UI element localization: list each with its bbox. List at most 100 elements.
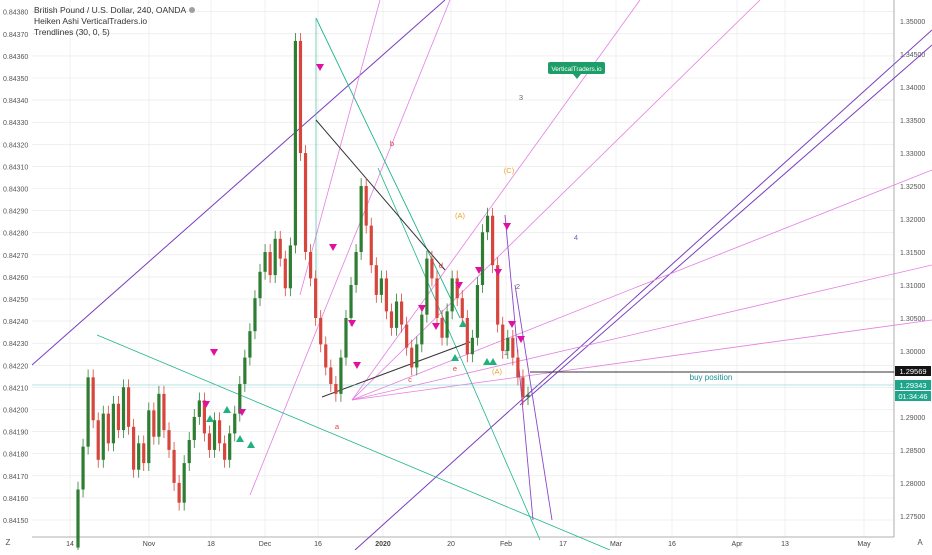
- trendline-upper: [31, 0, 446, 366]
- left-axis-tick: 0.84150: [3, 518, 28, 525]
- left-axis-tick: 0.84380: [3, 10, 28, 17]
- candle-body: [187, 440, 191, 464]
- candle-body: [379, 278, 383, 295]
- candle-body: [319, 317, 323, 345]
- left-price-axis[interactable]: 0.84150 0.84160 0.84170 0.84180 0.84190 0.842…: [3, 10, 28, 525]
- sell-signal-icon: [353, 362, 361, 369]
- candle-body: [389, 311, 394, 328]
- current-price-tag-bg: [895, 380, 931, 390]
- wave-label: (A): [492, 367, 503, 376]
- candle-body: [223, 443, 227, 460]
- candle-body: [349, 284, 353, 318]
- candle-body: [506, 337, 510, 351]
- sell-signal-icon: [508, 321, 516, 328]
- candle-body: [142, 443, 146, 464]
- time-axis-tick: Feb: [500, 541, 512, 548]
- buy-signal-icon: [451, 354, 459, 361]
- sell-signal-icon: [432, 323, 440, 330]
- candle-body: [399, 301, 404, 325]
- right-axis-tick: 1.27500: [900, 514, 925, 521]
- candle-body: [233, 413, 237, 434]
- wave-label: (A): [455, 211, 466, 220]
- zoom-icon[interactable]: Z: [5, 538, 11, 547]
- candle-body: [116, 403, 121, 431]
- countdown-tag-bg: [895, 391, 931, 401]
- level-price-tag-bg: [895, 366, 931, 376]
- fan-line: [249, 0, 451, 496]
- candle-body: [430, 258, 434, 279]
- time-axis-tick: 16: [668, 541, 676, 548]
- wave-label: a: [335, 422, 340, 431]
- time-axis-tick: May: [857, 541, 871, 548]
- time-axis-tick: 2020: [375, 541, 391, 548]
- candle-body: [202, 400, 207, 434]
- candle-body: [86, 377, 90, 447]
- buy-signal-icon: [483, 358, 491, 365]
- candle-body: [76, 489, 80, 548]
- left-axis-tick: 0.84340: [3, 98, 28, 105]
- candle-body: [212, 420, 217, 450]
- candle-body: [475, 284, 480, 338]
- auto-scale-icon[interactable]: A: [917, 538, 923, 547]
- right-axis-tick: 1.31000: [900, 283, 925, 290]
- candle-body: [197, 400, 201, 417]
- candle-body: [384, 278, 389, 312]
- candle-body: [298, 40, 303, 154]
- left-axis-tick: 0.84210: [3, 385, 28, 392]
- candle-body: [172, 449, 176, 483]
- right-axis-tick: 1.33500: [900, 118, 925, 125]
- right-price-axis[interactable]: 1.275001.280001.285001.290001.295001.300…: [893, 0, 925, 537]
- black-trendline-2: [321, 341, 471, 398]
- grid-layer: [32, 0, 894, 537]
- candle-body: [329, 367, 333, 384]
- left-axis-tick: 0.84280: [3, 231, 28, 238]
- candle-body: [516, 357, 520, 378]
- fan-line: [351, 0, 761, 401]
- candle-body: [106, 413, 110, 444]
- left-axis-tick: 0.84270: [3, 253, 28, 260]
- sell-signal-icon: [238, 409, 246, 416]
- candle-body: [157, 393, 161, 437]
- teal-line-2: [96, 334, 611, 551]
- level-price-tag: 1.29569: [899, 367, 926, 376]
- right-axis-tick: 1.29000: [900, 415, 925, 422]
- candle-body: [455, 278, 459, 299]
- candle-body: [91, 377, 95, 421]
- left-axis-tick: 0.84230: [3, 341, 28, 348]
- time-axis-tick: 18: [207, 541, 215, 548]
- teal-line-4: [377, 167, 541, 541]
- wave-label: e: [453, 364, 457, 373]
- right-axis-tick: 1.32000: [900, 217, 925, 224]
- left-axis-tick: 0.84350: [3, 76, 28, 83]
- time-axis[interactable]: 14 Nov 18 Dec 16 2020 20 Feb 17 Mar 16 Apr 13 May: [32, 536, 894, 548]
- candle-body: [293, 40, 298, 246]
- wave-labels: a b c d e (A) (C) (A) 3 4 2 1: [335, 93, 578, 431]
- teal-line-1: [315, 17, 461, 319]
- wave-label: 2: [516, 282, 520, 291]
- drawing-layer[interactable]: [31, 0, 932, 551]
- right-axis-tick: 1.35000: [900, 19, 925, 26]
- fan-line: [351, 0, 641, 401]
- candle-body: [324, 344, 328, 368]
- right-axis-tick: 1.28500: [900, 448, 925, 455]
- candle-body: [470, 337, 474, 355]
- candle-body: [425, 258, 429, 315]
- candle-body: [132, 426, 136, 470]
- buy-signal-icon: [459, 320, 467, 327]
- fan-line: [351, 169, 932, 401]
- sell-signal-icon: [503, 223, 511, 230]
- current-price-tag: 1.29343: [899, 381, 926, 390]
- candle-body: [440, 317, 444, 338]
- sell-signal-icon: [316, 64, 324, 71]
- buy-signal-icon: [247, 441, 255, 448]
- bar-countdown: 01:34:46: [898, 392, 927, 401]
- fan-line: [351, 319, 932, 401]
- purple-drop-2: [514, 284, 553, 521]
- buy-signal-icon: [489, 358, 497, 365]
- time-axis-tick: Apr: [732, 541, 744, 548]
- candles-layer: [76, 32, 530, 555]
- wave-label: 3: [519, 93, 523, 102]
- right-axis-tick: 1.32500: [900, 184, 925, 191]
- candle-body: [177, 482, 181, 503]
